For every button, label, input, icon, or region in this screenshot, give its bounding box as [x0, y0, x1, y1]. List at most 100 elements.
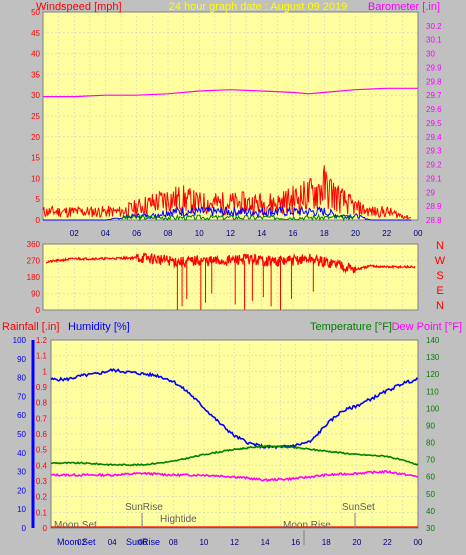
direction-tick-label: 180 — [27, 273, 41, 282]
wind-x-tick-label: 14 — [257, 229, 266, 238]
barometer-tick-label: 30.2 — [426, 22, 442, 31]
climate-x-tick-label: 14 — [261, 538, 270, 547]
sunrise-annotation: SunRise — [125, 502, 163, 513]
humidity-tick-label: 90 — [17, 355, 26, 364]
temperature-axis-label: Temperature [°F] — [310, 321, 392, 333]
wind-direction-series-line — [45, 252, 416, 274]
barometer-axis-label: Barometer [.in] — [368, 1, 440, 13]
humidity-series-line — [50, 368, 419, 450]
wind-green-line — [120, 213, 356, 222]
direction-tick-label: 270 — [27, 257, 41, 266]
temperature-tick-label: 30 — [426, 524, 435, 533]
windspeed-tick-label: 40 — [31, 50, 40, 59]
barometer-tick-label: 28.9 — [426, 202, 442, 211]
rainfall-tick-label: 0.6 — [36, 430, 48, 439]
wind-x-tick-label: 20 — [351, 229, 360, 238]
barometer-tick-label: 29.6 — [426, 105, 442, 114]
rainfall-tick-label: 0.3 — [36, 477, 48, 486]
barometer-tick-label: 29.7 — [426, 91, 442, 100]
rainfall-tick-label: 0.2 — [36, 493, 48, 502]
compass-label: N — [436, 300, 444, 312]
windspeed-tick-label: 25 — [31, 112, 40, 121]
compass-label: W — [435, 255, 446, 267]
barometer-tick-labels: 28.8 28.9 29 29.1 29.2 29.3 29.4 29.5 29.6 29.7 29… — [426, 22, 442, 225]
rainfall-tick-label: 1.1 — [36, 352, 48, 361]
rainfall-tick-label: 1.2 — [36, 336, 48, 345]
bottom-moonset-annotation: Moon Set — [57, 537, 96, 547]
humidity-tick-label: 10 — [17, 505, 26, 514]
barometer-tick-label: 29 — [426, 188, 435, 197]
wind-x-tick-label: 04 — [101, 229, 110, 238]
direction-tick-label: 0 — [36, 306, 41, 315]
wind-x-tick-label: 16 — [289, 229, 298, 238]
climate-x-tick-label: 04 — [108, 538, 117, 547]
climate-x-tick-label: 00 — [414, 538, 423, 547]
climate-x-tick-labels: 02 04 06 08 10 12 14 16 18 20 22 00 — [77, 538, 423, 547]
compass-label: N — [436, 240, 444, 252]
rainfall-tick-label: 0.9 — [36, 383, 48, 392]
barometer-tick-label: 30.1 — [426, 36, 442, 45]
windspeed-tick-label: 15 — [31, 154, 40, 163]
bottom-sunrise-annotation: SunRise — [126, 537, 160, 547]
humidity-tick-label: 80 — [17, 374, 26, 383]
sunset-annotation: SunSet — [342, 502, 375, 513]
humidity-tick-label: 0 — [22, 524, 27, 533]
rainfall-tick-label: 0.4 — [36, 461, 48, 470]
temperature-tick-label: 60 — [426, 473, 435, 482]
rainfall-tick-label: 0.7 — [36, 414, 48, 423]
humidity-tick-label: 100 — [13, 336, 27, 345]
windspeed-tick-label: 20 — [31, 133, 40, 142]
dew-point-axis-label: Dew Point [°F] — [392, 321, 462, 333]
barometer-tick-label: 29.1 — [426, 174, 442, 183]
wind-x-tick-label: 18 — [320, 229, 329, 238]
rainfall-tick-label: 0.1 — [36, 508, 48, 517]
humidity-tick-label: 60 — [17, 411, 26, 420]
dew-point-series-line — [50, 469, 419, 483]
moon-rise-annotation: Moon Rise — [283, 520, 331, 531]
climate-x-tick-label: 06 — [138, 538, 147, 547]
climate-x-tick-label: 08 — [169, 538, 178, 547]
barometer-tick-label: 29.2 — [426, 161, 442, 170]
climate-x-tick-label: 22 — [383, 538, 392, 547]
wind-x-tick-labels: 02 04 06 08 10 12 14 16 18 20 22 00 — [70, 229, 423, 238]
hightide-annotation: Hightide — [160, 514, 197, 525]
temperature-tick-label: 40 — [426, 507, 435, 516]
moon-set-annotation: Moon Set — [54, 520, 97, 531]
rainfall-tick-label: 1 — [43, 367, 48, 376]
humidity-tick-label: 20 — [17, 486, 26, 495]
barometer-tick-label: 28.8 — [426, 216, 442, 225]
compass-label: S — [436, 270, 443, 282]
wind-x-tick-label: 12 — [226, 229, 235, 238]
humidity-tick-label: 30 — [17, 468, 26, 477]
climate-x-tick-label: 10 — [199, 538, 208, 547]
barometer-tick-label: 29.5 — [426, 119, 442, 128]
climate-x-tick-label: 18 — [322, 538, 331, 547]
windspeed-tick-label: 45 — [31, 29, 40, 38]
wind-x-tick-label: 22 — [382, 229, 391, 238]
windspeed-tick-label: 5 — [36, 195, 41, 204]
direction-tick-labels: 0 90 180 270 360 — [27, 240, 41, 315]
barometer-tick-label: 29.8 — [426, 77, 442, 86]
temperature-tick-label: 70 — [426, 456, 435, 465]
rainfall-tick-label: 0 — [43, 524, 48, 533]
humidity-tick-labels: 0 10 20 30 40 50 60 70 80 90 100 — [13, 336, 27, 533]
climate-x-tick-label: 16 — [291, 538, 300, 547]
windspeed-tick-label: 35 — [31, 70, 40, 79]
temperature-tick-label: 80 — [426, 439, 435, 448]
windspeed-tick-label: 50 — [31, 8, 40, 17]
climate-x-tick-label: 02 — [77, 538, 86, 547]
barometer-tick-label: 29.9 — [426, 63, 442, 72]
wind-gust-series — [42, 165, 411, 220]
temperature-tick-label: 140 — [426, 336, 440, 345]
wind-x-tick-label: 10 — [195, 229, 204, 238]
humidity-axis-label: Humidity [%] — [68, 321, 130, 333]
compass-label: E — [436, 285, 443, 297]
wind-x-tick-label: 00 — [414, 229, 423, 238]
wind-gust-line — [42, 165, 411, 220]
climate-x-tick-label: 20 — [352, 538, 361, 547]
temperature-series-line — [50, 444, 419, 467]
wind-average-line — [43, 205, 412, 221]
